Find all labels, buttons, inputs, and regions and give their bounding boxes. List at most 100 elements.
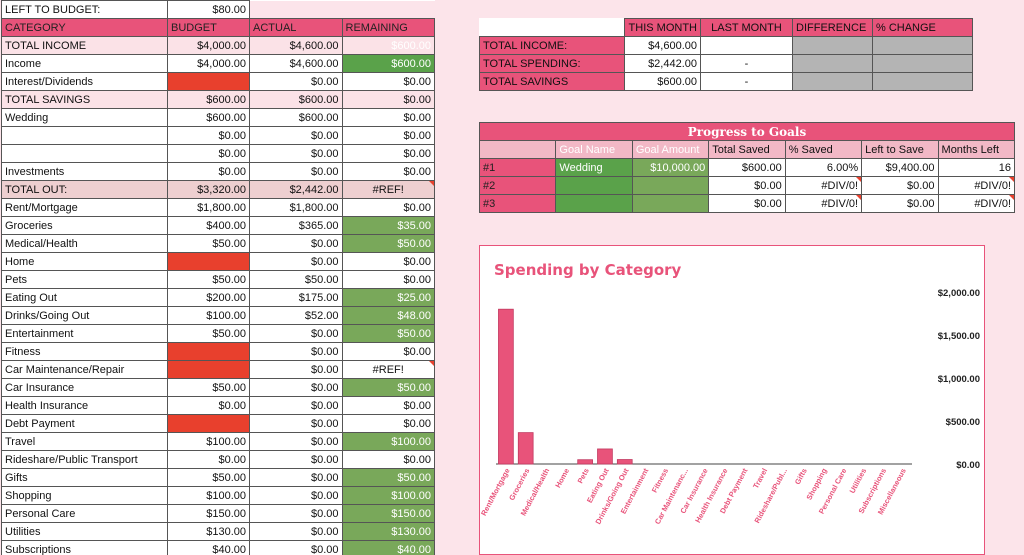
- remaining-cell[interactable]: $0.00: [341, 450, 435, 469]
- column-header[interactable]: Left to Save: [861, 140, 939, 159]
- actual-cell[interactable]: $0.00: [249, 432, 343, 451]
- actual-cell[interactable]: $0.00: [249, 234, 343, 253]
- remaining-cell[interactable]: $0.00: [341, 126, 435, 145]
- goal-left-cell[interactable]: $9,400.00: [861, 158, 939, 177]
- category-cell[interactable]: Personal Care: [1, 504, 168, 523]
- remaining-cell[interactable]: $100.00: [341, 432, 435, 451]
- this-month-cell[interactable]: $4,600.00: [624, 36, 701, 55]
- category-cell[interactable]: Medical/Health: [1, 234, 168, 253]
- percent-change-cell[interactable]: [872, 54, 973, 73]
- budget-cell[interactable]: [167, 252, 250, 271]
- category-cell[interactable]: Fitness: [1, 342, 168, 361]
- budget-cell[interactable]: $100.00: [167, 432, 250, 451]
- category-cell[interactable]: TOTAL OUT:: [1, 180, 168, 199]
- category-cell[interactable]: TOTAL INCOME: [1, 36, 168, 55]
- goal-saved-cell[interactable]: $0.00: [708, 194, 786, 213]
- actual-cell[interactable]: $1,800.00: [249, 198, 343, 217]
- actual-cell[interactable]: $0.00: [249, 378, 343, 397]
- actual-cell[interactable]: $0.00: [249, 396, 343, 415]
- budget-cell[interactable]: $50.00: [167, 324, 250, 343]
- actual-cell[interactable]: $0.00: [249, 360, 343, 379]
- remaining-cell[interactable]: $50.00: [341, 234, 435, 253]
- goal-number[interactable]: #1: [478, 158, 557, 177]
- goal-pct-cell[interactable]: #DIV/0!: [784, 176, 863, 195]
- remaining-cell[interactable]: $50.00: [341, 324, 435, 343]
- budget-cell[interactable]: [167, 342, 250, 361]
- budget-cell[interactable]: $100.00: [167, 306, 250, 325]
- category-cell[interactable]: Income: [1, 54, 168, 73]
- remaining-cell[interactable]: $0.00: [341, 270, 435, 289]
- category-cell[interactable]: Car Maintenance/Repair: [1, 360, 168, 379]
- remaining-cell[interactable]: #REF!: [341, 180, 435, 199]
- goal-months-cell[interactable]: 16: [937, 158, 1016, 177]
- category-cell[interactable]: Investments: [1, 162, 168, 181]
- category-cell[interactable]: Rent/Mortgage: [1, 198, 168, 217]
- budget-cell[interactable]: $0.00: [167, 162, 250, 181]
- remaining-cell[interactable]: $600.00: [341, 54, 435, 73]
- actual-cell[interactable]: $50.00: [249, 270, 343, 289]
- goal-number[interactable]: #3: [478, 194, 557, 213]
- actual-cell[interactable]: $0.00: [249, 324, 343, 343]
- category-cell[interactable]: Pets: [1, 270, 168, 289]
- column-header[interactable]: % CHANGE: [872, 18, 973, 37]
- category-cell[interactable]: Utilities: [1, 522, 168, 541]
- actual-cell[interactable]: $0.00: [249, 540, 343, 555]
- actual-cell[interactable]: $0.00: [249, 72, 343, 91]
- column-header[interactable]: ACTUAL: [249, 18, 343, 37]
- last-month-cell[interactable]: -: [700, 72, 793, 91]
- goal-months-cell[interactable]: #DIV/0!: [937, 194, 1016, 213]
- column-header[interactable]: Months Left: [937, 140, 1016, 159]
- remaining-cell[interactable]: $50.00: [341, 468, 435, 487]
- difference-cell[interactable]: [792, 54, 873, 73]
- actual-cell[interactable]: $365.00: [249, 216, 343, 235]
- goal-amount-cell[interactable]: [631, 176, 710, 195]
- summary-label[interactable]: TOTAL SPENDING:: [479, 54, 625, 73]
- actual-cell[interactable]: $0.00: [249, 144, 343, 163]
- left-to-budget-value[interactable]: $80.00: [167, 0, 250, 19]
- category-cell[interactable]: Eating Out: [1, 288, 168, 307]
- percent-change-cell[interactable]: [872, 72, 973, 91]
- budget-cell[interactable]: $1,800.00: [167, 198, 250, 217]
- column-header[interactable]: Goal Amount: [631, 140, 710, 159]
- this-month-cell[interactable]: $2,442.00: [624, 54, 701, 73]
- remaining-cell[interactable]: $100.00: [341, 486, 435, 505]
- actual-cell[interactable]: $0.00: [249, 468, 343, 487]
- column-header[interactable]: % Saved: [784, 140, 863, 159]
- remaining-cell[interactable]: $0.00: [341, 108, 435, 127]
- actual-cell[interactable]: $0.00: [249, 162, 343, 181]
- budget-cell[interactable]: $150.00: [167, 504, 250, 523]
- budget-cell[interactable]: $4,000.00: [167, 54, 250, 73]
- goal-pct-cell[interactable]: 6.00%: [784, 158, 863, 177]
- column-header[interactable]: LAST MONTH: [700, 18, 793, 37]
- budget-cell[interactable]: $4,000.00: [167, 36, 250, 55]
- remaining-cell[interactable]: $150.00: [341, 504, 435, 523]
- remaining-cell[interactable]: $0.00: [341, 414, 435, 433]
- actual-cell[interactable]: $0.00: [249, 486, 343, 505]
- difference-cell[interactable]: [792, 36, 873, 55]
- category-cell[interactable]: Interest/Dividends: [1, 72, 168, 91]
- category-cell[interactable]: Gifts: [1, 468, 168, 487]
- category-cell[interactable]: Car Insurance: [1, 378, 168, 397]
- column-header[interactable]: CATEGORY: [1, 18, 168, 37]
- category-cell[interactable]: [1, 144, 168, 163]
- actual-cell[interactable]: $600.00: [249, 90, 343, 109]
- goal-name-cell[interactable]: [555, 194, 633, 213]
- column-header[interactable]: Total Saved: [708, 140, 786, 159]
- budget-cell[interactable]: $600.00: [167, 90, 250, 109]
- category-cell[interactable]: Rideshare/Public Transport: [1, 450, 168, 469]
- budget-cell[interactable]: $100.00: [167, 486, 250, 505]
- remaining-cell[interactable]: $0.00: [341, 198, 435, 217]
- this-month-cell[interactable]: $600.00: [624, 72, 701, 91]
- category-cell[interactable]: Health Insurance: [1, 396, 168, 415]
- category-cell[interactable]: Wedding: [1, 108, 168, 127]
- column-header[interactable]: Goal Name: [555, 140, 633, 159]
- actual-cell[interactable]: $600.00: [249, 108, 343, 127]
- remaining-cell[interactable]: $35.00: [341, 216, 435, 235]
- column-header[interactable]: DIFFERENCE: [792, 18, 873, 37]
- actual-cell[interactable]: $0.00: [249, 414, 343, 433]
- budget-cell[interactable]: $0.00: [167, 396, 250, 415]
- budget-cell[interactable]: $40.00: [167, 540, 250, 555]
- last-month-cell[interactable]: [700, 36, 793, 55]
- goal-pct-cell[interactable]: #DIV/0!: [784, 194, 863, 213]
- remaining-cell[interactable]: $0.00: [341, 162, 435, 181]
